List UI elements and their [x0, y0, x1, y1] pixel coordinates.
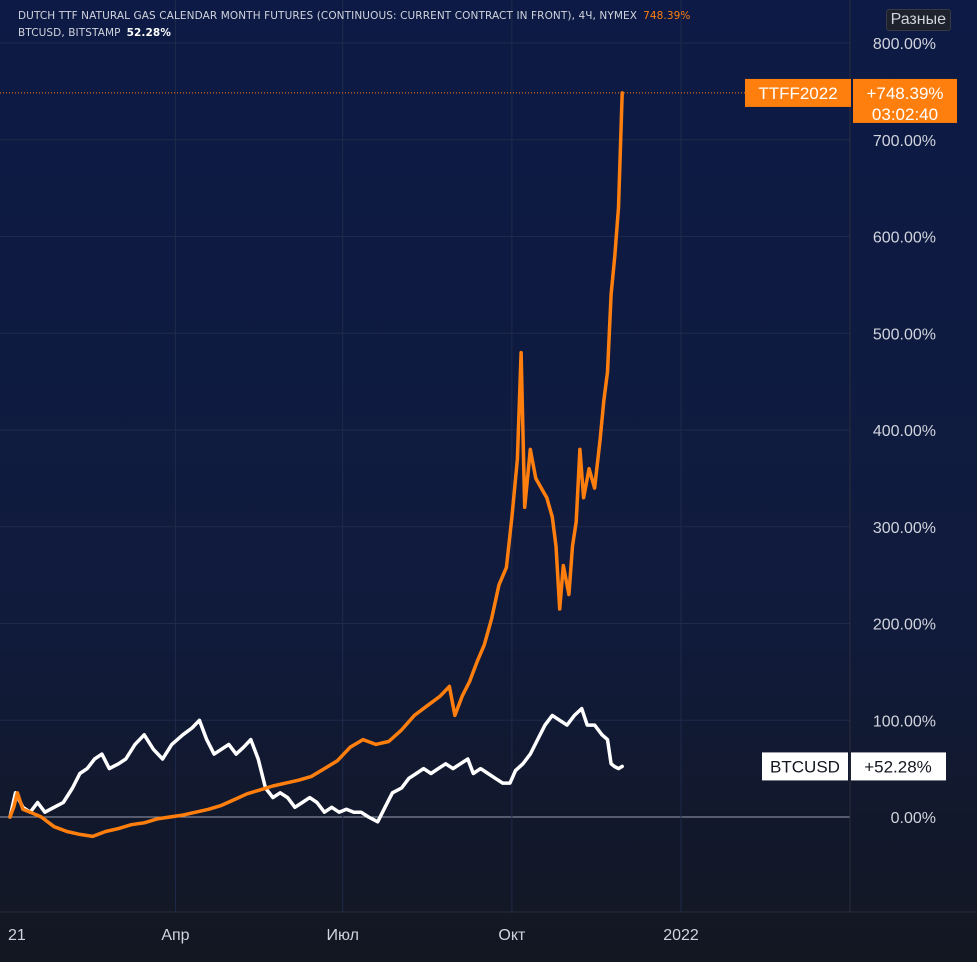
series-line-btcusd[interactable]: [8, 706, 624, 824]
ttf-value-badge: [853, 78, 957, 123]
legend-ttf-value: 748.39%: [643, 10, 691, 22]
btc-value-label: +52.28%: [864, 757, 932, 776]
y-tick-label: 300.00%: [873, 520, 936, 537]
y-tick-label: 100.00%: [873, 713, 936, 730]
series-lines: [8, 91, 624, 839]
btc-symbol-label: BTCUSD: [770, 757, 840, 776]
legend-btc-value: 52.28%: [126, 27, 171, 39]
scale-mode-button[interactable]: Разные: [885, 9, 951, 31]
ttf-symbol-badge: [745, 78, 851, 107]
ttf-symbol-label: TTFF2022: [758, 84, 837, 103]
x-tick-label: Апр: [161, 927, 189, 944]
btc-value-badge: [851, 752, 946, 781]
legend-btc[interactable]: BTCUSD, BITSTAMP 52.28%: [18, 27, 171, 39]
legend-ttf-title: DUTCH TTF NATURAL GAS CALENDAR MONTH FUT…: [18, 10, 638, 22]
y-tick-label: 0.00%: [891, 810, 936, 827]
y-tick-label: 700.00%: [873, 133, 936, 150]
y-tick-label: 200.00%: [873, 617, 936, 634]
series-line-ttff2022[interactable]: [8, 91, 624, 839]
price-badges: TTFF2022 +748.39% 03:02:40 BTCUSD +52.28%: [0, 78, 957, 781]
x-tick-label: Окт: [498, 927, 526, 944]
legend-btc-title: BTCUSD, BITSTAMP: [18, 27, 121, 39]
y-tick-label: 400.00%: [873, 423, 936, 440]
y-tick-label: 500.00%: [873, 326, 936, 343]
x-tick-label: 21: [8, 927, 26, 944]
x-tick-label: Июл: [327, 927, 359, 944]
y-tick-label: 600.00%: [873, 230, 936, 247]
axis-labels: 800.00% 700.00% 600.00% 500.00% 400.00% 300.0…: [8, 36, 936, 944]
ttf-value-label: +748.39%: [866, 84, 943, 103]
grid-lines: [0, 0, 977, 913]
ttf-countdown-label: 03:02:40: [872, 105, 938, 124]
btc-symbol-badge: [762, 752, 848, 781]
y-tick-label: 800.00%: [873, 36, 936, 53]
legend-ttf[interactable]: DUTCH TTF NATURAL GAS CALENDAR MONTH FUT…: [18, 10, 691, 22]
x-tick-label: 2022: [663, 927, 699, 944]
